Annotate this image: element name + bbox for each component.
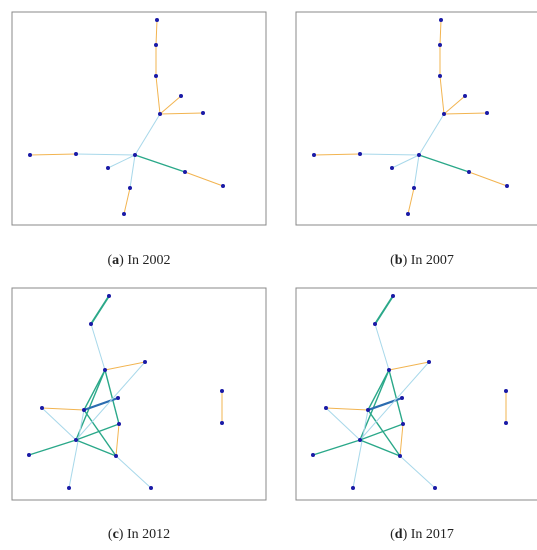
caption-text: ) In 2012: [119, 527, 170, 542]
network-panel-c: [10, 286, 268, 502]
caption-prefix: (: [390, 253, 395, 268]
caption-label: d: [395, 527, 403, 542]
network-panel-b: [295, 11, 537, 226]
caption-label: a: [112, 253, 119, 268]
caption-prefix: (: [108, 527, 113, 542]
caption-text: ) In 2017: [403, 527, 454, 542]
caption-prefix: (: [390, 527, 395, 542]
caption-text: ) In 2007: [403, 253, 454, 268]
caption: (b) In 2007: [390, 253, 454, 268]
caption-text: ) In 2002: [119, 253, 170, 268]
caption-label: b: [395, 253, 403, 268]
network-panel-d: [294, 286, 537, 502]
caption: (c) In 2012: [108, 527, 170, 542]
network-panel-a: [11, 11, 267, 226]
caption: (a) In 2002: [108, 253, 171, 268]
caption: (d) In 2017: [390, 527, 454, 542]
caption-label: c: [113, 527, 119, 542]
caption-prefix: (: [108, 253, 113, 268]
